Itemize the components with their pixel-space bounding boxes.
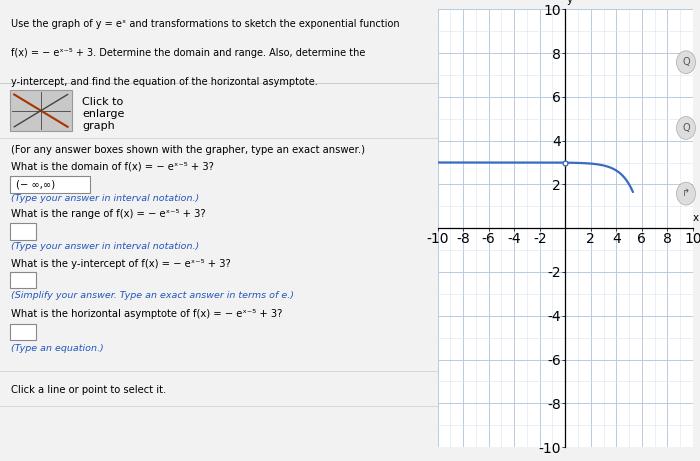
Text: (Simplify your answer. Type an exact answer in terms of e.): (Simplify your answer. Type an exact ans… <box>11 291 294 301</box>
Text: What is the domain of f(x) = − eˣ⁻⁵ + 3?: What is the domain of f(x) = − eˣ⁻⁵ + 3? <box>11 162 214 172</box>
Text: f(x) = − eˣ⁻⁵ + 3. Determine the domain and range. Also, determine the: f(x) = − eˣ⁻⁵ + 3. Determine the domain … <box>11 48 365 59</box>
Text: y-intercept, and find the equation of the horizontal asymptote.: y-intercept, and find the equation of th… <box>11 77 318 88</box>
Text: Q: Q <box>682 57 690 67</box>
Bar <box>10 272 36 288</box>
Text: y: y <box>567 0 573 6</box>
Bar <box>10 90 72 131</box>
Text: Click a line or point to select it.: Click a line or point to select it. <box>11 384 167 395</box>
Text: What is the y-intercept of f(x) = − eˣ⁻⁵ + 3?: What is the y-intercept of f(x) = − eˣ⁻⁵… <box>11 259 231 269</box>
Text: (− ∞,∞): (− ∞,∞) <box>15 179 55 189</box>
Circle shape <box>676 117 696 139</box>
Bar <box>10 176 90 193</box>
Circle shape <box>676 182 696 205</box>
Text: (Type an equation.): (Type an equation.) <box>11 343 104 353</box>
Text: Use the graph of y = eˣ and transformations to sketch the exponential function: Use the graph of y = eˣ and transformati… <box>11 19 400 30</box>
Text: Q: Q <box>682 123 690 133</box>
Bar <box>10 223 36 240</box>
Text: What is the horizontal asymptote of f(x) = − eˣ⁻⁵ + 3?: What is the horizontal asymptote of f(x)… <box>11 309 283 319</box>
Text: ↱: ↱ <box>682 189 690 199</box>
Text: x: x <box>692 213 699 223</box>
Text: (Type your answer in interval notation.): (Type your answer in interval notation.) <box>11 194 199 203</box>
Bar <box>10 324 36 340</box>
Text: (Type your answer in interval notation.): (Type your answer in interval notation.) <box>11 242 199 251</box>
Text: (For any answer boxes shown with the grapher, type an exact answer.): (For any answer boxes shown with the gra… <box>11 145 365 155</box>
Text: What is the range of f(x) = − eˣ⁻⁵ + 3?: What is the range of f(x) = − eˣ⁻⁵ + 3? <box>11 209 206 219</box>
Text: Click to: Click to <box>82 97 123 107</box>
Text: graph: graph <box>82 121 115 131</box>
Text: enlarge: enlarge <box>82 109 125 119</box>
Circle shape <box>676 51 696 74</box>
